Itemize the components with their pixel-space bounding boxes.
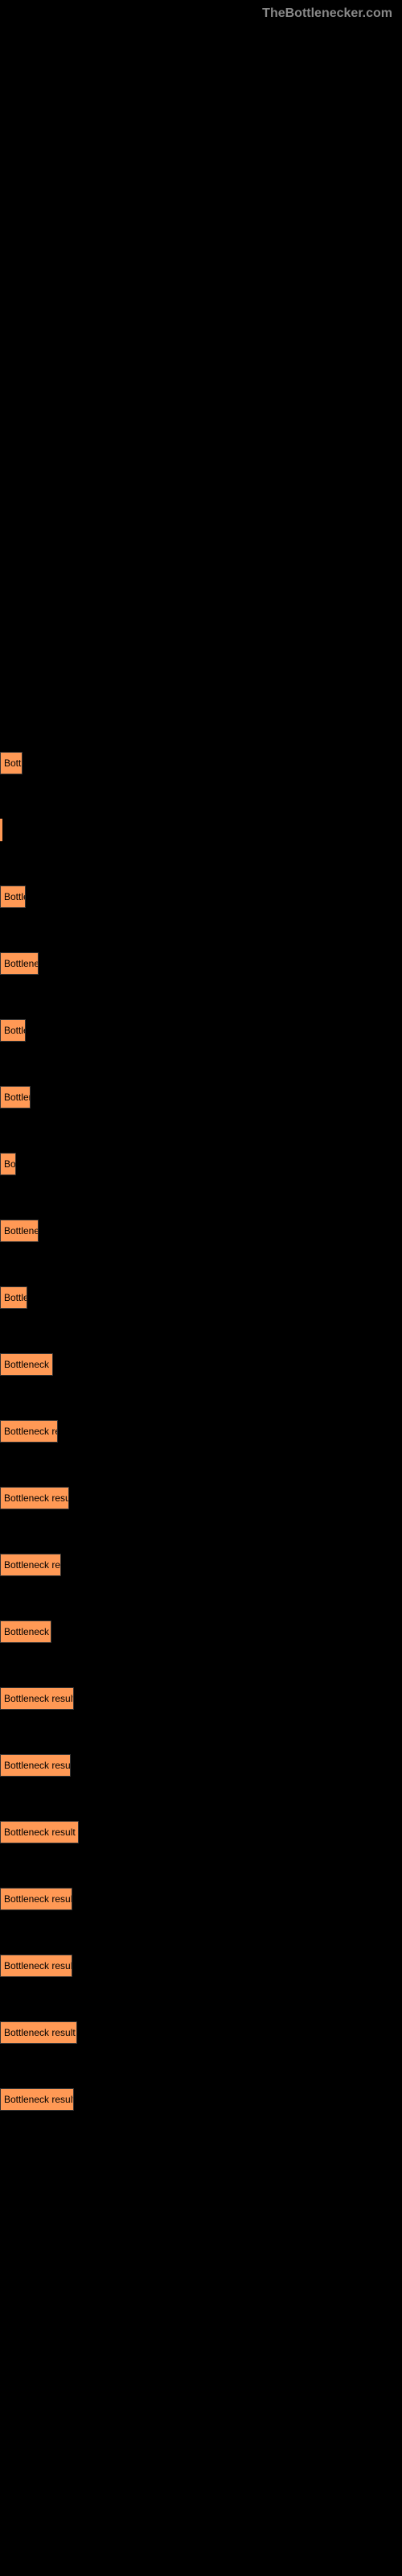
chart-bar: Bottlenec [0,1220,39,1242]
bar-row: Bottleneck re [0,1353,402,1376]
bar-row: Bottlenec [0,952,402,975]
chart-bar: Bottleneck re [0,1620,51,1643]
chart-bar: Bottleneck result [0,1687,74,1710]
bar-row: Bottleneck result [0,1687,402,1710]
bar-row: Bottleneck result [0,1487,402,1509]
bar-row: Bottle [0,1019,402,1042]
bar-row: Bottleneck re [0,1620,402,1643]
site-name: TheBottlenecker.com [262,6,392,20]
bar-row: Bottlenec [0,1220,402,1242]
bar-chart: Bott Bottle Bottlenec Bottle Bottlen Bo Bottle… [0,27,402,2111]
chart-bar: Bottleneck result [0,1754,71,1777]
site-header: TheBottlenecker.com [0,0,402,27]
chart-bar: Bottleneck resu [0,1554,61,1576]
bar-row: Bottleneck resu [0,1554,402,1576]
chart-bar: Bottleneck result [0,1888,72,1910]
bar-row: Bottleneck result [0,2088,402,2111]
bar-row: Bottleneck result [0,2021,402,2044]
chart-bar: Bottleneck result [0,1955,72,1977]
chart-bar: Bottleneck result [0,2021,77,2044]
chart-bar: Bottleneck result [0,1487,69,1509]
chart-bar: Bottleneck res [0,1420,58,1443]
chart-bar: Bottle [0,1286,27,1309]
bar-row: Bottle [0,886,402,908]
bar-row: Bottleneck result [0,1955,402,1977]
bar-row: Bottleneck result [0,1754,402,1777]
bar-row: Bottleneck res [0,1420,402,1443]
chart-bar: Bottleneck result [0,1821,79,1843]
chart-bar: Bottlen [0,1086,31,1108]
chart-bar: Bottleneck re [0,1353,53,1376]
chart-bar: Bottleneck result [0,2088,74,2111]
chart-bar: Bottlenec [0,952,39,975]
chart-bar [0,819,2,841]
chart-bar: Bottle [0,886,26,908]
bar-row: Bottleneck result [0,1888,402,1910]
bar-row: Bottleneck result [0,1821,402,1843]
chart-bar: Bottle [0,1019,26,1042]
bar-row: Bo [0,1153,402,1175]
chart-bar: Bo [0,1153,16,1175]
bar-row [0,819,402,841]
bar-row: Bottle [0,1286,402,1309]
chart-bar: Bott [0,752,23,774]
bar-row: Bottlen [0,1086,402,1108]
bar-row: Bott [0,752,402,774]
